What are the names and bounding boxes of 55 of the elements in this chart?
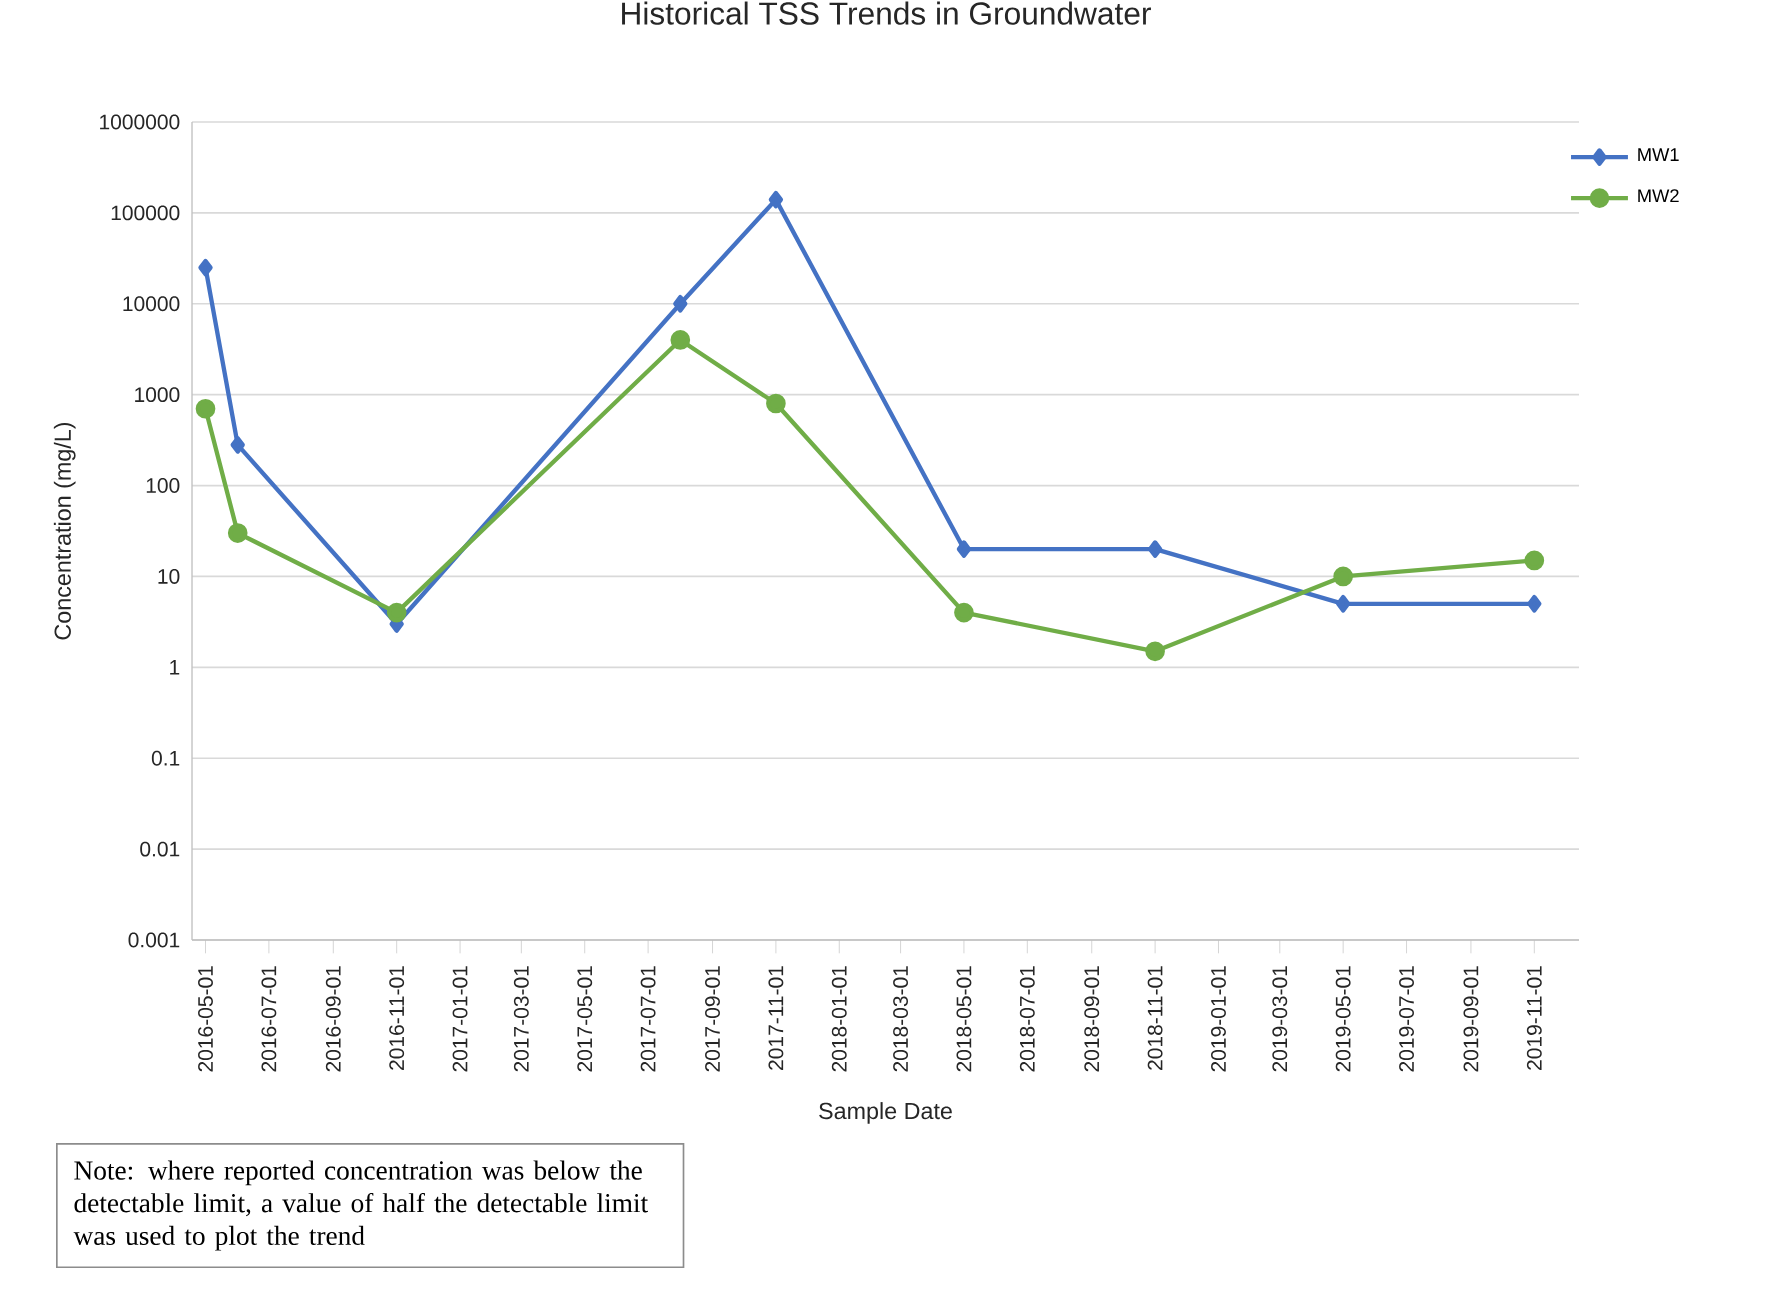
x-tick-label: 2018-09-01 — [1084, 966, 1100, 1072]
legend-label: MW1 — [1638, 148, 1679, 161]
y-tick-label: 10 — [158, 568, 180, 584]
y-tick-label: 1000000 — [100, 114, 180, 130]
point — [1527, 594, 1542, 613]
x-tick-label: 2018-11-01 — [1147, 966, 1163, 1070]
y-tick-label: 10000 — [123, 296, 180, 312]
point — [230, 436, 245, 454]
y-tick-label: 1000 — [135, 387, 180, 403]
x-tick-label: 2018-07-01 — [1019, 966, 1035, 1072]
x-tick-label: 2018-03-01 — [893, 966, 909, 1072]
point — [227, 523, 248, 543]
x-tick-label: 2017-05-01 — [577, 966, 593, 1072]
point — [198, 258, 213, 277]
y-axis-title: Concentration (mg/L) — [53, 422, 76, 640]
x-tick-label: 2017-03-01 — [513, 966, 529, 1072]
y-tick-label: 0.01 — [140, 841, 180, 857]
point — [386, 602, 407, 623]
y-tick-label: 1 — [170, 660, 180, 675]
point — [195, 398, 216, 419]
point — [1145, 641, 1165, 662]
point — [1524, 550, 1545, 571]
point — [670, 330, 691, 350]
y-tick-label: 100 — [146, 478, 180, 493]
x-tick-label: 2019-03-01 — [1272, 966, 1288, 1072]
x-tick-label: 2016-11-01 — [389, 966, 405, 1070]
y-tick-label: 0.001 — [128, 932, 180, 948]
x-tick-label: 2018-05-01 — [956, 966, 972, 1072]
point — [1333, 566, 1353, 587]
x-tick-label: 2019-01-01 — [1211, 966, 1226, 1072]
x-tick-label: 2016-09-01 — [325, 966, 341, 1072]
y-tick-label: 0.1 — [151, 750, 180, 766]
x-tick-label: 2017-11-01 — [768, 966, 784, 1070]
x-tick-label: 2017-09-01 — [705, 966, 720, 1072]
x-tick-label: 2019-09-01 — [1463, 966, 1479, 1072]
point — [1335, 594, 1351, 613]
x-tick-label: 2019-05-01 — [1335, 966, 1351, 1072]
x-tick-label: 2016-05-01 — [198, 966, 213, 1072]
x-tick-label: 2018-01-01 — [831, 966, 847, 1072]
point — [673, 294, 688, 313]
x-tick-label: 2017-01-01 — [452, 966, 468, 1072]
point — [768, 190, 784, 209]
point — [954, 602, 974, 623]
chart-title: Historical TSS Trends in Groundwater — [622, 1, 1151, 25]
legend-label: MW2 — [1638, 189, 1679, 203]
x-tick-label: 2016-07-01 — [261, 966, 277, 1072]
x-tick-label: 2019-07-01 — [1399, 966, 1414, 1072]
point — [766, 393, 786, 414]
x-tick-label: 2019-11-01 — [1526, 966, 1542, 1070]
x-tick-label: 2017-07-01 — [640, 966, 656, 1072]
point — [1147, 540, 1163, 558]
x-axis-title: Sample Date — [819, 1102, 952, 1124]
point — [956, 540, 972, 558]
text: Note: where reported concentration was below the detectable limit, a value of half the detectable limit was used to plot the trend — [73, 1160, 648, 1251]
y-tick-label: 100000 — [111, 205, 180, 221]
